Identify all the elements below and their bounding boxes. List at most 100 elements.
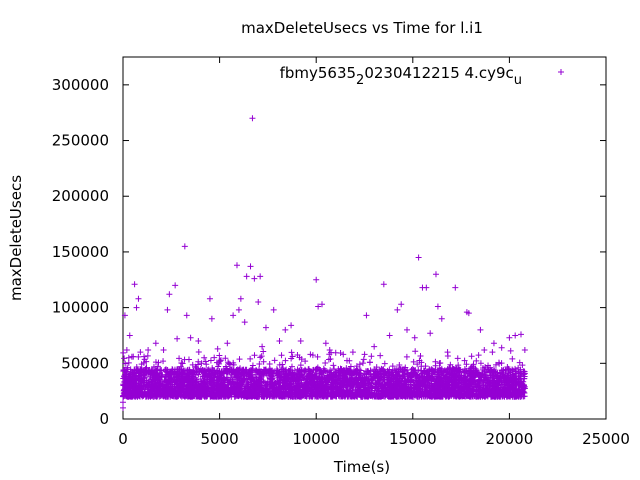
data-point bbox=[202, 358, 209, 365]
data-point bbox=[206, 368, 213, 375]
data-point bbox=[397, 376, 404, 383]
data-point bbox=[172, 378, 179, 385]
data-point bbox=[252, 389, 259, 396]
data-point bbox=[121, 374, 128, 381]
data-point bbox=[127, 366, 134, 373]
data-point bbox=[178, 360, 185, 367]
data-point bbox=[230, 384, 237, 391]
data-point bbox=[309, 372, 316, 379]
data-point bbox=[466, 383, 473, 390]
data-point bbox=[211, 354, 218, 361]
data-point bbox=[335, 365, 342, 372]
data-point bbox=[146, 389, 153, 396]
data-point bbox=[278, 352, 285, 359]
data-point bbox=[404, 377, 411, 384]
data-point bbox=[492, 361, 499, 368]
data-point bbox=[327, 367, 334, 374]
y-axis-label: maxDeleteUsecs bbox=[7, 175, 25, 301]
data-point bbox=[257, 387, 264, 394]
data-point bbox=[438, 365, 445, 372]
data-point bbox=[324, 392, 331, 399]
data-point bbox=[347, 363, 354, 370]
data-point bbox=[256, 360, 263, 367]
data-point bbox=[364, 369, 371, 376]
data-point bbox=[516, 359, 523, 366]
data-point bbox=[183, 389, 190, 396]
data-point bbox=[282, 357, 289, 364]
data-point bbox=[276, 378, 283, 385]
data-point bbox=[350, 370, 357, 377]
data-point bbox=[521, 385, 528, 392]
data-point bbox=[128, 381, 135, 388]
data-point bbox=[203, 361, 210, 368]
data-point bbox=[277, 386, 284, 393]
data-point bbox=[251, 352, 258, 359]
data-point bbox=[314, 353, 321, 360]
data-point bbox=[381, 360, 388, 367]
data-point bbox=[156, 380, 163, 387]
data-point bbox=[193, 364, 200, 371]
data-point bbox=[377, 352, 384, 359]
data-point bbox=[472, 370, 479, 377]
data-point bbox=[155, 387, 162, 394]
data-point bbox=[248, 371, 255, 378]
x-tick-label: 10000 bbox=[292, 430, 340, 448]
data-point bbox=[343, 357, 350, 364]
data-point bbox=[135, 353, 142, 360]
data-point bbox=[467, 365, 474, 372]
data-point bbox=[272, 379, 279, 386]
data-point bbox=[454, 381, 461, 388]
data-point bbox=[267, 392, 274, 399]
data-point bbox=[331, 392, 338, 399]
data-point bbox=[120, 349, 127, 356]
data-point bbox=[161, 376, 168, 383]
data-point bbox=[485, 376, 492, 383]
data-point bbox=[163, 391, 170, 398]
data-point bbox=[461, 388, 468, 395]
data-point bbox=[461, 357, 468, 364]
data-point bbox=[186, 393, 193, 400]
data-point bbox=[266, 360, 273, 367]
data-point bbox=[207, 357, 214, 364]
data-point bbox=[240, 390, 247, 397]
data-point bbox=[368, 376, 375, 383]
data-point bbox=[416, 372, 423, 379]
data-point bbox=[411, 377, 418, 384]
data-point bbox=[137, 388, 144, 395]
data-point bbox=[234, 378, 241, 385]
data-point bbox=[426, 383, 433, 390]
x-axis-label: Time(s) bbox=[333, 458, 390, 476]
data-point bbox=[399, 371, 406, 378]
data-point bbox=[320, 368, 327, 375]
data-point bbox=[488, 384, 495, 391]
data-point bbox=[237, 379, 244, 386]
data-point bbox=[149, 391, 156, 398]
data-point bbox=[259, 368, 266, 375]
data-point bbox=[122, 367, 129, 374]
data-point bbox=[354, 388, 361, 395]
data-point bbox=[467, 380, 474, 387]
x-tick-label: 15000 bbox=[389, 430, 437, 448]
data-point bbox=[130, 374, 137, 381]
data-point bbox=[198, 386, 205, 393]
data-point bbox=[289, 372, 296, 379]
data-point bbox=[410, 358, 417, 365]
data-point bbox=[505, 383, 512, 390]
data-point bbox=[293, 371, 300, 378]
y-tick-label: 150000 bbox=[52, 243, 109, 261]
data-point bbox=[289, 389, 296, 396]
data-point bbox=[449, 370, 456, 377]
data-point bbox=[379, 383, 386, 390]
data-point bbox=[228, 371, 235, 378]
data-point bbox=[154, 372, 161, 379]
data-point bbox=[380, 384, 387, 391]
data-point bbox=[311, 378, 318, 385]
data-point bbox=[226, 360, 233, 367]
data-point bbox=[453, 372, 460, 379]
data-point bbox=[412, 379, 419, 386]
data-point bbox=[284, 391, 291, 398]
data-point bbox=[381, 370, 388, 377]
data-point bbox=[474, 393, 481, 400]
data-point bbox=[216, 373, 223, 380]
data-point bbox=[415, 389, 422, 396]
